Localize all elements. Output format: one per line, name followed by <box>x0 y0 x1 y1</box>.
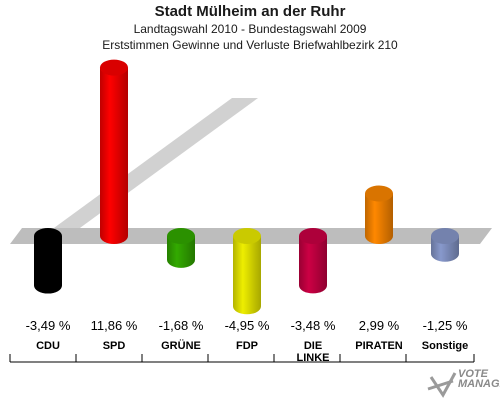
chart-title: Stadt Mülheim an der Ruhr <box>154 3 346 20</box>
category-label: FDP <box>236 340 258 352</box>
category-label: Sonstige <box>421 340 469 352</box>
category-label: GRÜNE <box>161 340 201 352</box>
category-axis <box>9 354 475 363</box>
value-label: -3,49 % <box>25 318 71 333</box>
chart-subsubtitle: Erststimmen Gewinne und Verluste Briefwa… <box>102 38 398 52</box>
value-label: 11,86 % <box>90 318 138 333</box>
bar-cdu <box>34 228 62 294</box>
bar-fdp <box>233 228 261 315</box>
category-label: SPD <box>102 340 126 352</box>
value-label: -4,95 % <box>224 318 270 333</box>
bar-piraten <box>365 185 393 244</box>
value-label: -1,25 % <box>422 318 468 333</box>
category-label: PIRATEN <box>355 340 403 352</box>
bar-sonstige <box>431 228 459 262</box>
value-label: -3,48 % <box>290 318 336 333</box>
category-label: DIE LINKE <box>296 340 330 364</box>
bar-gr-ne <box>167 228 195 268</box>
chart-subtitle: Landtagswahl 2010 - Bundestagswahl 2009 <box>133 22 367 36</box>
bar-spd <box>100 59 128 244</box>
vote-manager-logo <box>427 372 457 398</box>
category-label: CDU <box>36 340 60 352</box>
value-label: 2,99 % <box>358 318 400 333</box>
logo-text: VOTEMANAGER <box>458 368 500 390</box>
value-label: -1,68 % <box>158 318 204 333</box>
bar-die-linke <box>299 228 327 294</box>
shadow-ray <box>32 98 258 244</box>
